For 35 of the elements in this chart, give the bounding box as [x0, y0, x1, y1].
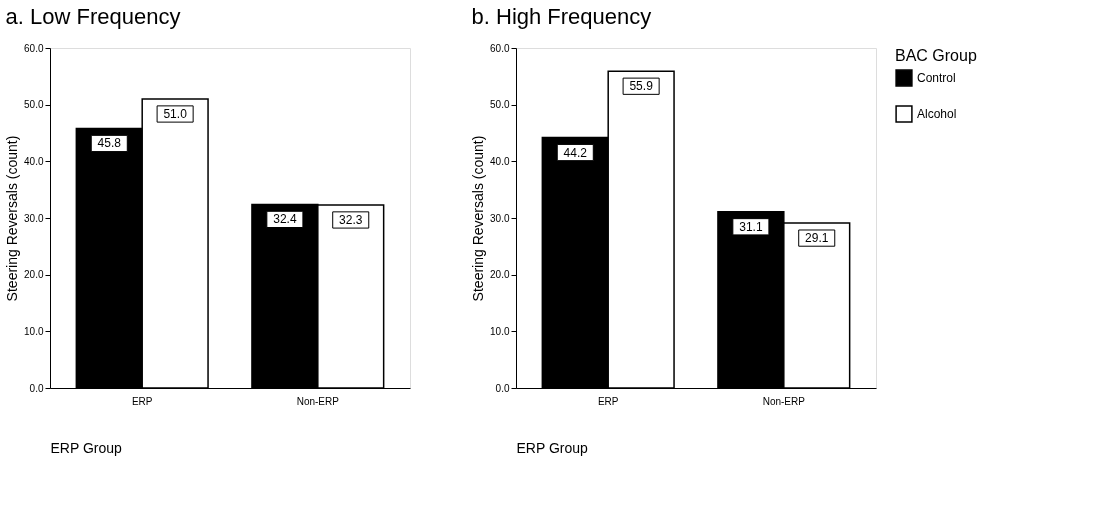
y-axis-title: Steering Reversals (count)	[4, 135, 21, 302]
legend-title: BAC Group	[895, 47, 977, 64]
data-label: 29.1	[805, 231, 829, 246]
y-tick-label: 20.0	[490, 269, 510, 281]
data-label: 32.3	[339, 212, 363, 227]
x-axis-title: ERP Group	[50, 439, 123, 456]
y-tick-label: 0.0	[29, 382, 44, 394]
x-tick-label: ERP	[597, 395, 619, 407]
x-tick-label: ERP	[131, 395, 153, 407]
chart-title: b. High Frequency	[471, 4, 652, 29]
y-tick-label: 30.0	[490, 212, 510, 224]
data-label: 44.2	[563, 145, 588, 160]
y-tick-label: 40.0	[490, 155, 510, 167]
y-tick-label: 40.0	[24, 155, 44, 167]
x-tick-label: Non-ERP	[762, 395, 806, 407]
y-tick-label: 10.0	[490, 325, 510, 337]
y-tick-label: 60.0	[24, 42, 44, 54]
y-tick-label: 50.0	[490, 99, 510, 111]
y-axis-title: Steering Reversals (count)	[470, 135, 487, 302]
y-tick-label: 30.0	[24, 212, 44, 224]
data-label: 51.0	[163, 107, 188, 121]
y-tick-label: 0.0	[495, 382, 510, 394]
data-label: 55.9	[629, 79, 654, 94]
data-label: 45.8	[97, 136, 122, 151]
x-tick-label: Non-ERP	[296, 395, 340, 407]
y-tick-label: 50.0	[24, 99, 44, 111]
data-label: 31.1	[739, 219, 763, 234]
legend-label: Alcohol	[917, 107, 957, 121]
chart-title: a. Low Frequency	[5, 4, 181, 29]
legend-label: Control	[917, 71, 956, 85]
y-tick-label: 10.0	[24, 325, 44, 337]
y-tick-label: 20.0	[24, 269, 44, 281]
y-tick-label: 60.0	[490, 42, 510, 54]
x-axis-title: ERP Group	[516, 439, 589, 456]
data-label: 32.4	[273, 212, 297, 227]
